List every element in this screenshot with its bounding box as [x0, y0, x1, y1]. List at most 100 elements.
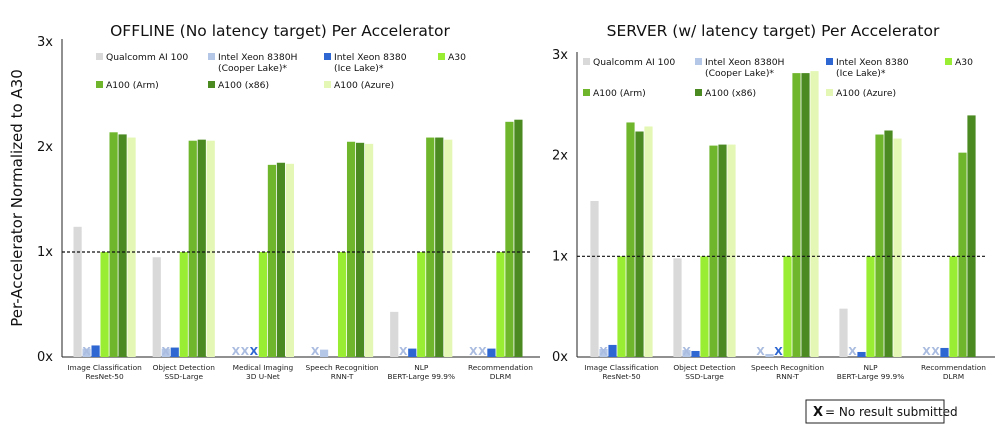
offline-bar-xeon_ice [91, 345, 100, 357]
offline-not-submitted-marker: X [478, 345, 487, 358]
server-bar-a100_azure [727, 144, 736, 357]
offline-legend-label: A30 [448, 52, 466, 63]
note-box [805, 399, 945, 424]
server-bar-a100_x86 [801, 73, 810, 358]
server-y-tick-label: 2x [552, 149, 568, 164]
offline-legend-label: A100 (Arm) [106, 80, 159, 91]
server-bar-a30 [949, 256, 958, 357]
offline-x-tick-label: Object Detection SSD-Large [153, 363, 216, 381]
offline-x-tick-label: Image Classification ResNet-50 [67, 363, 142, 381]
server-legend: Qualcomm AI 100 Intel Xeon 8380H (Cooper L… [583, 57, 973, 99]
offline-bar-a100_azure [285, 163, 295, 357]
offline-bar-xeon_cooper [319, 349, 329, 357]
server-legend-label: Intel Xeon 8380 (Ice Lake)* [836, 57, 909, 79]
server-chart: SERVER (w/ latency target) Per Accelerat… [552, 22, 995, 381]
server-bar-xeon_cooper [682, 349, 691, 357]
offline-not-submitted-marker: X [241, 345, 250, 358]
offline-chart: OFFLINE (No latency target) Per Accelera… [37, 22, 540, 381]
offline-bar-qualcomm [152, 257, 161, 357]
offline-legend-swatch [96, 81, 103, 88]
server-bar-xeon_cooper [599, 348, 608, 357]
offline-bar-a100_x86 [435, 137, 444, 357]
server-bar-xeon_ice [857, 351, 866, 357]
server-legend-label: A100 (Arm) [593, 88, 646, 99]
server-bar-xeon_ice [940, 347, 949, 357]
offline-bar-a100_arm [267, 164, 277, 357]
offline-y-tick-label: 0x [37, 350, 53, 365]
offline-legend-swatch [438, 53, 445, 60]
offline-bar-a30 [417, 252, 426, 357]
server-bar-a100_arm [626, 122, 635, 357]
offline-bar-xeon_cooper [161, 348, 170, 357]
offline-legend-swatch [96, 53, 103, 60]
offline-y-tick-label: 3x [37, 35, 53, 50]
server-bar-a100_arm [792, 73, 801, 358]
server-bar-xeon_cooper [765, 353, 774, 357]
server-bar-a100_x86 [967, 115, 976, 358]
server-not-submitted-marker: X [756, 345, 765, 358]
offline-legend-label: Intel Xeon 8380 (Ice Lake)* [334, 52, 407, 74]
server-bar-xeon_ice [608, 344, 617, 357]
note-text: = No result submitted [825, 405, 958, 419]
server-not-submitted-marker: X [931, 345, 940, 358]
offline-bar-a100_arm [188, 140, 197, 357]
server-y-tick-label: 1x [552, 249, 568, 264]
server-bar-xeon_ice [691, 350, 700, 357]
server-bar-a30 [783, 256, 792, 357]
offline-bar-xeon_ice [408, 348, 417, 357]
server-not-submitted-marker: X [922, 345, 931, 358]
server-x-tick-label: Image Classification ResNet-50 [584, 363, 659, 381]
offline-legend-swatch [208, 53, 215, 60]
server-x-tick-label: Speech Recognition RNN-T [751, 363, 824, 381]
offline-not-submitted-marker: X [232, 345, 241, 358]
server-bar-a100_arm [709, 145, 718, 357]
offline-legend-label: A100 (x86) [218, 80, 269, 91]
offline-bar-a100_x86 [197, 139, 206, 357]
offline-bar-qualcomm [390, 311, 399, 357]
server-legend-swatch [695, 58, 702, 65]
server-bar-a30 [866, 256, 875, 357]
offline-y-tick-label: 1x [37, 245, 53, 260]
offline-bar-a100_arm [109, 132, 118, 357]
server-x-tick-label: Object Detection SSD-Large [673, 363, 736, 381]
server-bar-a100_azure [893, 138, 902, 357]
server-legend-swatch [583, 89, 590, 96]
server-not-submitted-marker: X [599, 345, 608, 358]
server-x-tick-label: NLP BERT-Large 99.9% [837, 363, 904, 381]
server-bar-qualcomm [673, 258, 682, 357]
offline-chart-title: OFFLINE (No latency target) Per Accelera… [110, 22, 450, 40]
offline-bar-xeon_ice [487, 348, 496, 357]
offline-x-tick-label: NLP BERT-Large 99.9% [388, 363, 455, 381]
offline-bar-a100_arm [505, 121, 514, 357]
server-legend-label: A100 (Azure) [836, 88, 896, 99]
offline-bar-a100_x86 [355, 142, 365, 357]
server-bar-a100_arm [958, 152, 967, 357]
offline-legend-swatch [324, 53, 331, 60]
offline-x-tick-label: Recommendation DLRM [468, 363, 533, 381]
server-not-submitted-marker: X [774, 345, 783, 358]
offline-bar-a100_azure [364, 143, 374, 357]
server-y-tick-label: 0x [552, 350, 568, 365]
server-legend-label: Qualcomm AI 100 [593, 57, 675, 68]
offline-bar-a100_azure [206, 140, 215, 357]
offline-y-tick-label: 2x [37, 140, 53, 155]
offline-not-submitted-marker: X [250, 345, 259, 358]
offline-bar-xeon_cooper [82, 348, 91, 357]
server-legend-swatch [695, 89, 702, 96]
server-bar-qualcomm [590, 200, 599, 357]
server-legend-swatch [826, 58, 833, 65]
offline-bar-a100_arm [426, 137, 435, 357]
offline-bar-a100_x86 [118, 134, 127, 357]
offline-bar-a100_azure [444, 139, 453, 357]
server-bar-a100_arm [875, 134, 884, 357]
server-legend-swatch [826, 89, 833, 96]
offline-not-submitted-marker: X [399, 345, 408, 358]
not-submitted-note: X = No result submitted [805, 399, 958, 424]
server-legend-label: Intel Xeon 8380H (Cooper Lake)* [705, 57, 784, 79]
note-marker: X [813, 405, 823, 420]
offline-bar-a100_x86 [514, 119, 523, 357]
offline-x-tick-label: Speech Recognition RNN-T [306, 363, 379, 381]
server-bar-a100_x86 [884, 130, 893, 357]
offline-x-tick-label: Medical Imaging 3D U-Net [233, 363, 294, 381]
